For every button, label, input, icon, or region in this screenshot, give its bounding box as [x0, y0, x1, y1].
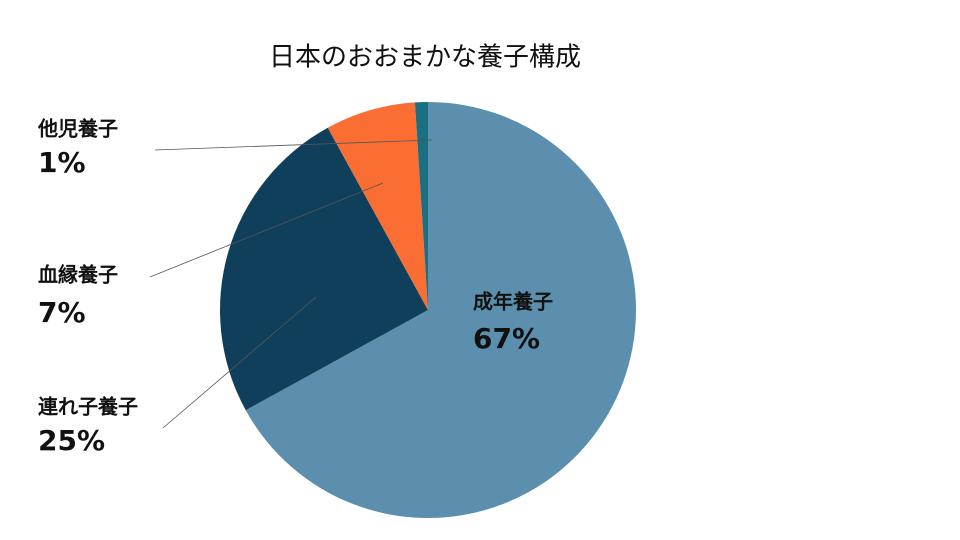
slice-value-label: 25%: [38, 424, 105, 457]
slice-value-label: 7%: [38, 296, 86, 329]
pie-slice: [414, 102, 428, 310]
slice-value-label: 67%: [473, 322, 540, 355]
slice-label: 成年養子: [473, 290, 553, 314]
leader-line: [149, 182, 384, 278]
pie-slice: [245, 102, 636, 518]
slice-label: 血縁養子: [38, 263, 118, 287]
leader-line: [162, 296, 317, 429]
chart-title: 日本のおおまかな養子構成: [269, 43, 581, 73]
pie-slice: [327, 102, 428, 311]
pie-slice: [220, 127, 428, 411]
slice-label: 他児養子: [37, 117, 118, 141]
slice-label: 連れ子養子: [38, 395, 138, 419]
slice-value-label: 1%: [38, 146, 86, 179]
leader-line: [154, 139, 433, 151]
